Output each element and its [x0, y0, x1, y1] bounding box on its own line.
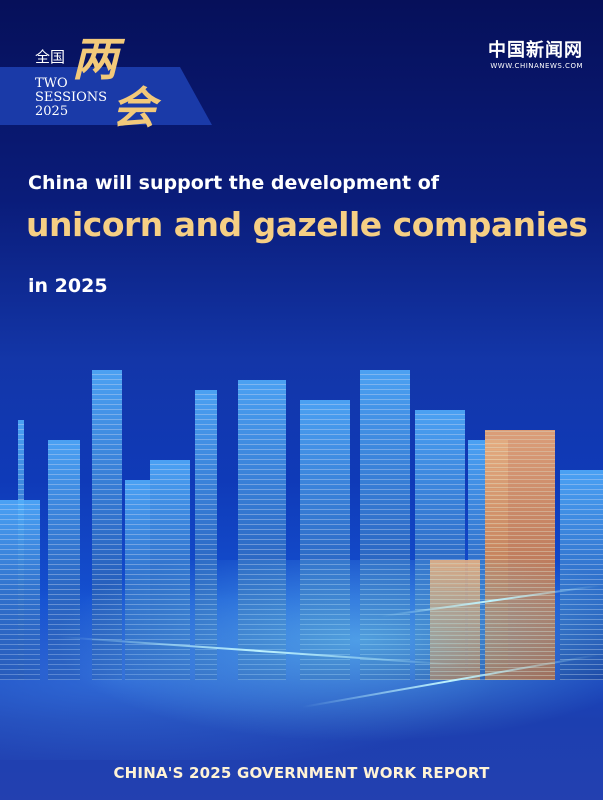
headline-line2: unicorn and gazelle companies — [26, 205, 588, 244]
badge-lianghui-1: 两 — [72, 32, 118, 86]
badge-lianghui-2: 会 — [112, 83, 156, 134]
badge-banner — [0, 67, 212, 125]
footer-title: CHINA'S 2025 GOVERNMENT WORK REPORT — [113, 764, 490, 782]
chinanews-logo: 中国新闻网 WWW.CHINANEWS.COM — [488, 36, 583, 70]
headline-line1: China will support the development of — [28, 172, 440, 194]
badge-sessions: SESSIONS — [35, 90, 108, 105]
badge-two-sessions: TWO SESSIONS 2025 — [35, 77, 107, 119]
badge-two: TWO — [35, 76, 68, 91]
light-glow — [0, 560, 603, 760]
logo-url: WWW.CHINANEWS.COM — [490, 62, 583, 70]
headline-line3: in 2025 — [28, 275, 108, 297]
logo-name: 中国新闻网 — [488, 40, 583, 61]
badge-year: 2025 — [35, 104, 69, 119]
badge-quanguo: 全国 — [35, 48, 66, 66]
